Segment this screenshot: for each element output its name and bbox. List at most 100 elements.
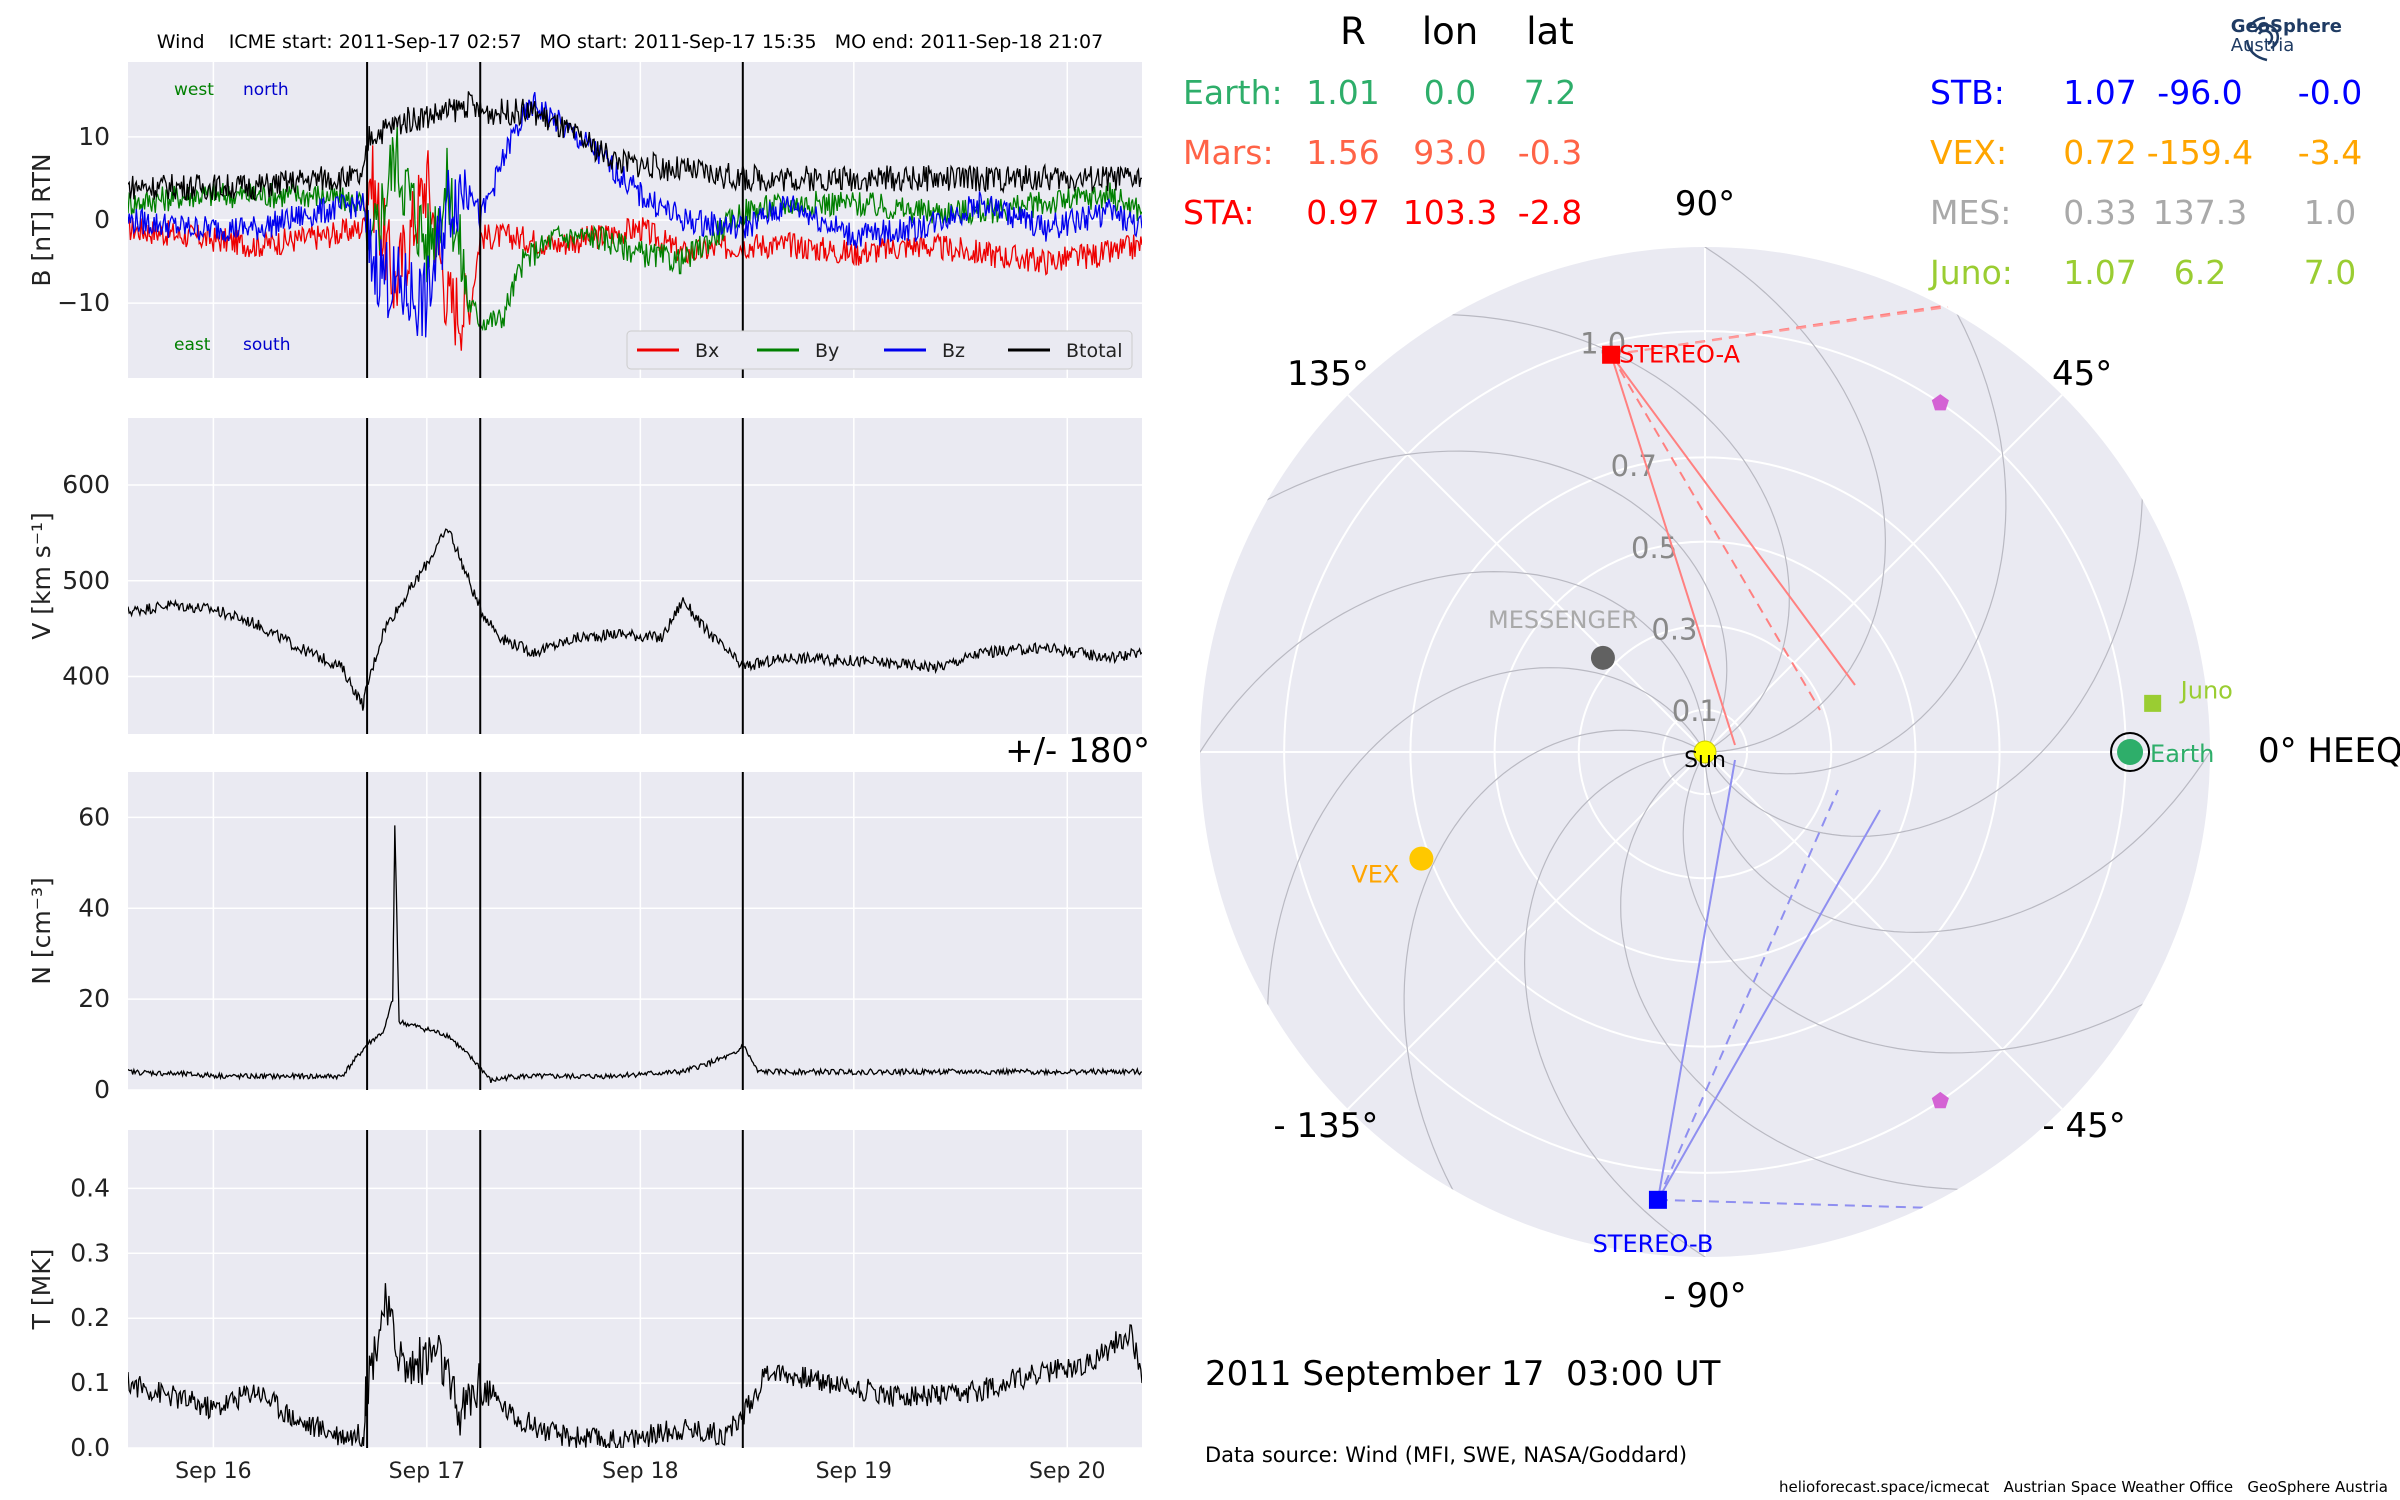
position-name: Juno: [1928,253,2013,292]
legend-label: Bz [942,340,965,362]
position-row: STA: 0.97 103.3 -2.8 [1183,193,1582,232]
position-r: 0.97 [1306,193,1379,232]
position-lon: 0.0 [1424,73,1476,112]
annotation-east: east [174,335,211,355]
body-label: STEREO-A [1619,341,1741,369]
data-source: Data source: Wind (MFI, SWE, NASA/Goddar… [1205,1443,1687,1467]
pentagon-marker [1931,1091,1949,1109]
annotation-south: south [243,335,290,355]
position-row: VEX: 0.72 -159.4 -3.4 [1930,133,2362,172]
parker-spiral [1704,259,2007,775]
position-row: Earth: 1.01 0.0 7.2 [1183,73,1576,112]
earth-ring [2110,732,2151,772]
position-name: Mars: [1183,133,1274,172]
parker-spiral [1682,751,2198,1054]
body-messenger [1590,645,1615,670]
timeseries-title: Wind ICME start: 2011-Sep-17 02:57 MO st… [157,31,1103,53]
parker-spiral [1620,751,2022,1191]
angle-label: 90° [1675,184,1735,224]
y-tick-label: 400 [62,662,110,691]
table-header: R [1340,10,1366,53]
panel-background [128,772,1142,1090]
body-label: Earth [2150,740,2214,768]
series-bz [128,92,1142,338]
radial-tick-label: 0.3 [1651,613,1697,647]
position-r: 1.56 [1306,133,1379,172]
x-tick-label: Sep 16 [175,1459,251,1484]
x-tick-label: Sep 20 [1029,1459,1105,1484]
position-row: Mars: 1.56 93.0 -0.3 [1183,133,1582,172]
position-lat: -3.4 [2298,133,2362,172]
table-header: lon [1422,10,1478,53]
position-lat: 1.0 [2304,193,2356,232]
legend-box [626,330,1133,370]
angle-label: - 45° [2042,1106,2125,1146]
body-label: VEX [1351,861,1399,889]
y-axis-label: B [nT] RTN [27,153,56,286]
position-name: VEX: [1930,133,2007,172]
series-line [128,825,1142,1083]
parker-spiral [1704,435,2144,837]
position-name: MES: [1930,193,2011,232]
legend-label: By [815,340,839,362]
sta-fov-line [1610,354,1821,711]
y-tick-label: 0 [94,205,110,234]
body-label: MESSENGER [1488,606,1638,634]
angle-label: - 135° [1273,1106,1378,1146]
position-lon: 6.2 [2174,253,2226,292]
body-juno [2144,694,2162,712]
position-name: STB: [1930,73,2005,112]
annotation-west: west [174,80,214,100]
position-lat: 7.0 [2304,253,2356,292]
body-stereo-a [1602,345,1621,364]
position-r: 1.07 [2063,253,2136,292]
series-line [128,1283,1142,1448]
parker-spiral [1388,313,1790,753]
series-btotal [128,91,1142,202]
position-lat: 7.2 [1524,73,1576,112]
stb-fov-line [1656,759,1736,1200]
pentagon-marker [1931,394,1949,411]
panel-background [128,1130,1142,1448]
position-lat: -0.3 [1518,133,1582,172]
position-lat: -2.8 [1518,193,1582,232]
radial-tick-label: 0.5 [1631,531,1677,565]
body-label: Sun [1684,748,1726,773]
y-tick-label: 500 [62,566,110,595]
position-row: MES: 0.33 137.3 1.0 [1930,193,2356,232]
legend-label: Bx [695,340,719,362]
y-axis-label: N [cm⁻³] [27,877,56,984]
angle-label: 0° HEEQ [2258,731,2400,771]
logo-line1: GeoSphere [2230,16,2342,37]
y-tick-label: 40 [78,893,110,922]
stb-fov-line [1657,1198,1936,1209]
angle-label: 45° [2052,354,2112,394]
sta-fov-line [1610,354,1856,686]
y-tick-label: 0.0 [70,1433,110,1462]
logo: GeoSphere Austria [2230,16,2342,56]
series-bx [128,145,1142,351]
legend-label: Btotal [1066,340,1122,362]
position-name: STA: [1183,193,1255,232]
table-header: lat [1526,10,1573,53]
position-row: Juno: 1.07 6.2 7.0 [1928,253,2356,292]
sta-fov-line [1610,306,1949,356]
panel-background [128,418,1142,734]
x-tick-label: Sep 18 [602,1459,678,1484]
annotation-north: north [243,80,289,100]
y-tick-label: 0.2 [70,1303,110,1332]
position-lon: -96.0 [2157,73,2242,112]
y-tick-label: 0.1 [70,1368,110,1397]
panel-1: −10 0 10 B [nT] RTN west north east south Bx By Bz… [27,62,1142,378]
y-tick-label: 20 [78,984,110,1013]
panel-4: 0.0 0.1 0.2 0.3 0.4 T [MK] Sep 16 Sep 17 Sep 18 S… [27,1130,1142,1484]
angle-label: - 90° [1663,1276,1746,1316]
parker-spiral [1704,695,2210,934]
body-label: STEREO-B [1593,1230,1714,1258]
position-lon: 137.3 [2153,193,2247,232]
parker-spiral [1266,667,1706,1069]
y-tick-label: 10 [78,122,110,151]
parker-spiral [1403,729,1706,1245]
